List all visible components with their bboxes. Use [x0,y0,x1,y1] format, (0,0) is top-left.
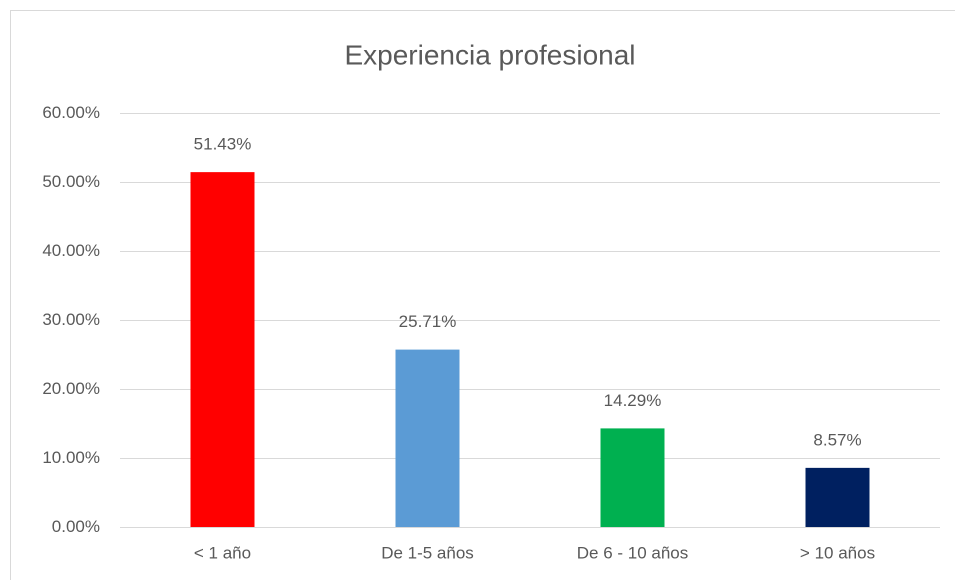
y-tick-label: 50.00% [42,172,100,191]
bar [190,172,255,527]
bar [805,467,870,527]
y-tick-label: 40.00% [42,241,100,260]
y-tick-label: 30.00% [42,310,100,329]
bar [395,349,460,527]
y-tick-label: 60.00% [42,103,100,122]
data-label: 25.71% [399,312,457,331]
data-label: 51.43% [194,135,252,154]
x-tick-label: > 10 años [800,543,875,562]
y-tick-label: 20.00% [42,379,100,398]
data-label: 14.29% [604,391,662,410]
data-label: 8.57% [813,430,861,449]
bar [600,428,665,527]
x-tick-label: < 1 año [194,543,251,562]
chart-border [10,10,955,580]
x-tick-label: De 1-5 años [381,543,474,562]
x-tick-label: De 6 - 10 años [577,543,689,562]
y-tick-label: 0.00% [52,517,100,536]
chart-title: Experiencia profesional [344,39,635,70]
y-tick-label: 10.00% [42,448,100,467]
